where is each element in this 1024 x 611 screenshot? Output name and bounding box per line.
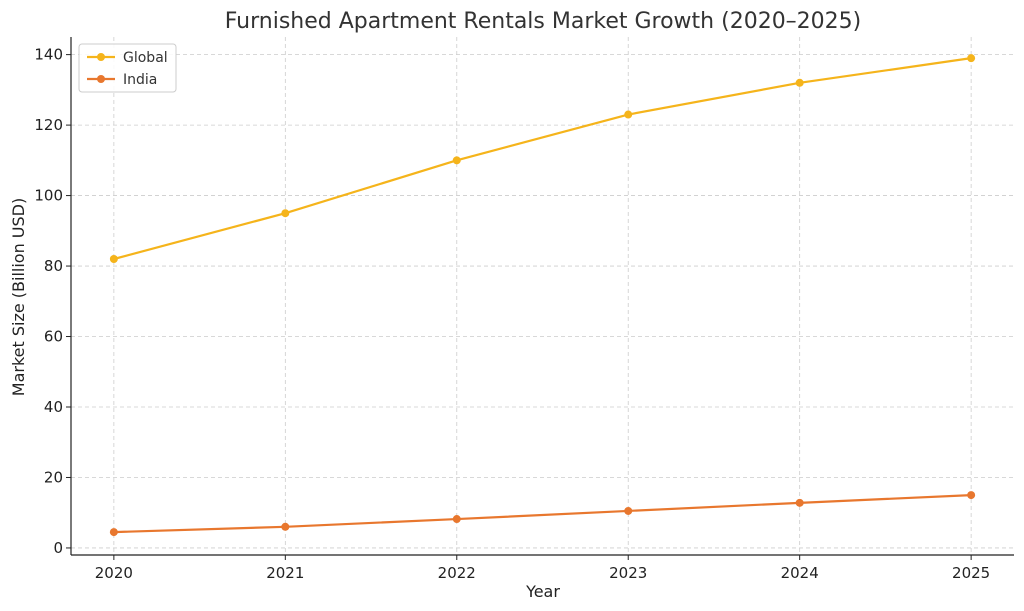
x-axis-label: Year (525, 582, 560, 601)
x-tick-label-2020: 2020 (95, 564, 133, 582)
x-tick-label-2024: 2024 (781, 564, 819, 582)
y-tick-label-60: 60 (44, 328, 63, 346)
y-tick-label-100: 100 (34, 187, 63, 205)
tick-labels: 2020 2021 2022 2023 2024 2025 0 20 40 60 80 100 120 1… (34, 46, 990, 582)
grid (71, 37, 1014, 555)
y-tick-label-80: 80 (44, 257, 63, 275)
data-point-india-2025 (967, 491, 976, 500)
series-line-global (113, 57, 972, 261)
y-tick-label-120: 120 (34, 116, 63, 134)
y-tick-label-40: 40 (44, 398, 63, 416)
data-point-india-2022 (452, 515, 461, 524)
axes (70, 37, 1014, 556)
y-tick-label-20: 20 (44, 468, 63, 486)
series-layer (109, 54, 976, 537)
y-tick-label-0: 0 (53, 539, 63, 557)
x-tick-label-2023: 2023 (609, 564, 647, 582)
data-point-global-2023 (624, 110, 633, 119)
legend-swatch-marker-global (97, 53, 105, 61)
x-tick-label-2021: 2021 (266, 564, 304, 582)
legend-label-global: Global (123, 50, 168, 66)
data-point-india-2021 (281, 522, 290, 531)
data-point-india-2023 (624, 506, 633, 515)
chart-title: Furnished Apartment Rentals Market Growt… (225, 9, 862, 34)
x-tick-label-2025: 2025 (952, 564, 990, 582)
data-point-global-2021 (281, 209, 290, 218)
data-point-india-2024 (795, 498, 804, 507)
data-point-global-2024 (795, 78, 804, 87)
x-tick-label-2022: 2022 (438, 564, 476, 582)
y-tick-label-140: 140 (34, 46, 63, 64)
legend: Global India (78, 43, 177, 93)
y-axis-label: Market Size (Billion USD) (9, 198, 28, 396)
data-point-global-2025 (967, 54, 976, 63)
legend-swatch-marker-india (97, 75, 105, 83)
data-point-global-2020 (109, 255, 118, 263)
data-point-india-2020 (109, 528, 118, 537)
legend-label-india: India (123, 72, 157, 88)
series-line-india (113, 493, 972, 534)
data-point-global-2022 (452, 156, 461, 165)
